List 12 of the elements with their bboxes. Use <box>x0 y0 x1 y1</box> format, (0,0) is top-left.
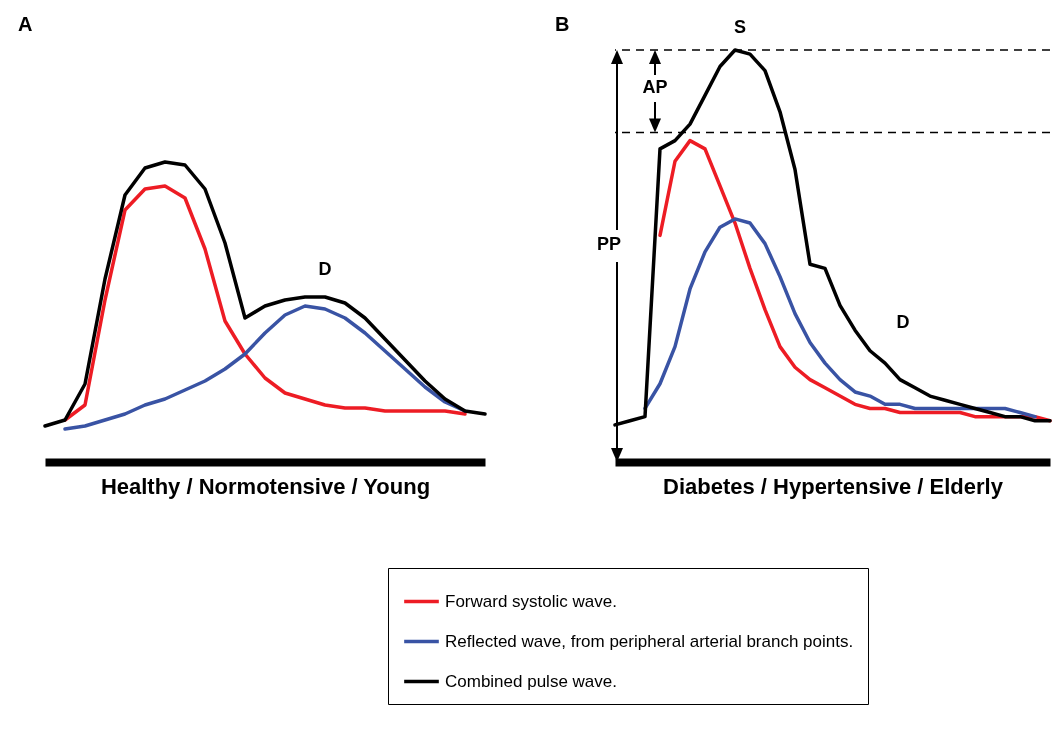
x-axis-title: Healthy / Normotensive / Young <box>100 473 431 499</box>
annotation: D <box>318 259 332 279</box>
legend-label: Combined pulse wave. <box>445 671 617 691</box>
annotation: AP <box>642 77 668 97</box>
x-axis-title: Diabetes / Hypertensive / Elderly <box>663 473 1004 499</box>
annotation: D <box>896 312 910 332</box>
chart-title: A <box>18 13 33 35</box>
annotation: PP <box>596 234 622 254</box>
text: S <box>733 17 747 37</box>
legend-label: Forward systolic wave. <box>445 591 617 611</box>
legend-label: Reflected wave, from peripheral arterial branch points. <box>445 631 854 651</box>
chart-title: B <box>555 13 570 35</box>
